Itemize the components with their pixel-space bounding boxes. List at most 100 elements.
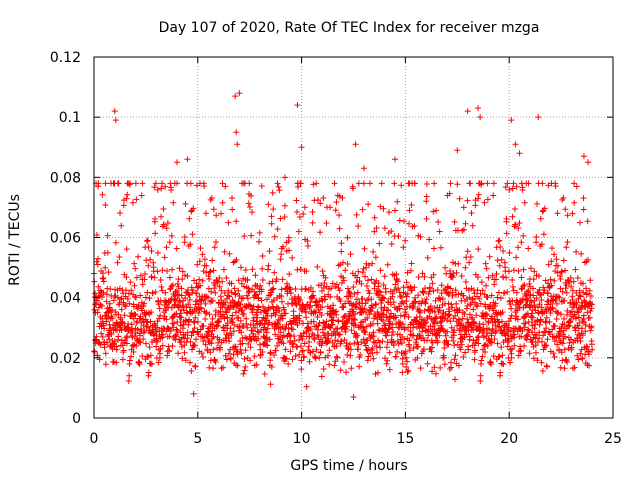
data-point [395,285,402,292]
data-point [576,320,583,327]
data-point [184,273,191,280]
data-point [356,363,363,370]
data-point [477,372,484,379]
data-point [429,280,436,287]
data-point [475,340,482,347]
data-point [557,273,564,280]
data-point [575,309,582,316]
data-point [188,367,195,374]
data-point [285,360,292,367]
data-point [588,305,595,312]
data-point [578,346,585,353]
y-tick-label: 0.1 [59,110,81,126]
data-point [286,332,293,339]
data-point [390,342,397,349]
data-point [115,311,122,318]
data-point [169,281,176,288]
data-point [124,333,131,340]
data-point [200,268,207,275]
data-point [225,350,232,357]
data-point [324,352,331,359]
data-point [548,258,555,265]
data-point [365,353,372,360]
data-point [127,312,134,319]
data-point [389,290,396,297]
data-point [358,280,365,287]
data-point [459,227,466,234]
data-point [544,290,551,297]
data-point [275,333,282,340]
data-point [460,204,467,211]
data-point [479,353,486,360]
data-point [318,342,325,349]
data-point [559,340,566,347]
data-point [370,333,377,340]
data-point [303,268,310,275]
data-point [377,267,384,274]
data-point [494,294,501,301]
data-point [145,243,152,250]
data-point [241,355,248,362]
axis-ticks [93,56,614,419]
data-point [333,199,340,206]
data-point [365,346,372,353]
data-point [580,206,587,213]
data-point [426,236,433,243]
data-point [194,318,201,325]
data-point [573,248,580,255]
data-point [518,274,525,281]
data-point [296,317,303,324]
data-point [169,266,176,273]
data-point [244,292,251,299]
data-point [503,274,510,281]
data-point [509,213,516,220]
data-point [241,283,248,290]
data-point [327,324,334,331]
data-point [376,240,383,247]
data-point [434,337,441,344]
data-point [169,342,176,349]
data-point [373,343,380,350]
data-point [148,361,155,368]
data-point [444,317,451,324]
data-point [503,230,510,237]
data-point [263,341,270,348]
data-point [278,293,285,300]
data-point [385,307,392,314]
data-point [495,238,502,245]
data-point [204,347,211,354]
data-point [489,272,496,279]
data-point [147,256,154,263]
data-point [399,355,406,362]
data-point [493,328,500,335]
data-point [460,226,467,233]
data-point [547,309,554,316]
data-point [272,347,279,354]
data-point [173,326,180,333]
data-point [158,185,165,192]
data-point [104,232,111,239]
data-point [525,180,532,187]
data-point [300,211,307,218]
data-point [170,199,177,206]
data-point [578,306,585,313]
data-point [381,225,388,232]
data-point [442,264,449,271]
data-point [479,309,486,316]
data-point [335,331,342,338]
data-point [402,311,409,318]
data-point [118,306,125,313]
data-point [249,306,256,313]
data-point [482,260,489,267]
data-point [557,364,564,371]
data-point [291,333,298,340]
data-point [333,343,340,350]
data-point [120,202,127,209]
data-point [185,301,192,308]
data-point [103,318,110,325]
data-point [425,332,432,339]
data-point [504,180,511,187]
data-point [336,212,343,219]
data-point [496,353,503,360]
data-point [557,311,564,318]
